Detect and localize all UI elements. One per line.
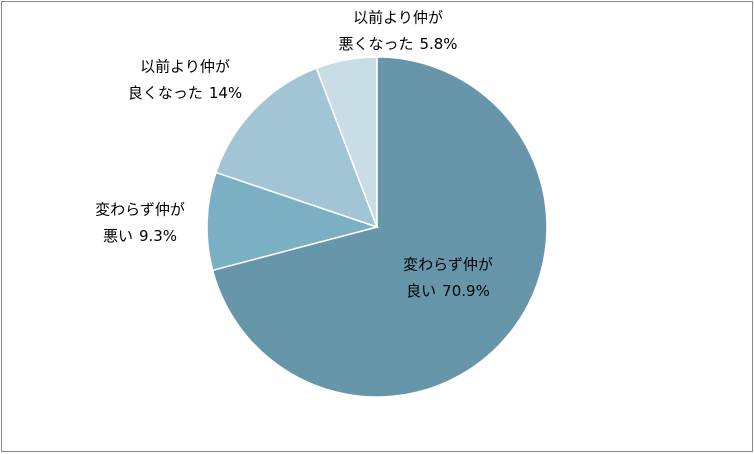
slice-label-category: 良い [406,282,436,300]
slice-label-value: 70.9% [442,282,490,300]
slice-label-value: 9.3% [139,227,177,245]
slice-label-line2: 悪い 9.3% [103,227,177,245]
pie-slice [215,67,379,229]
pie-slice [206,171,380,272]
slice-label-category: 悪くなった [338,35,413,53]
slice-label-line1: 変わらず仲が [95,201,185,219]
slice-label-line1: 以前より仲が [140,58,230,76]
slice-label-line1: 変わらず仲が [403,256,493,274]
slice-label-category: 良くなった [128,84,203,102]
slice-label-line1: 以前より仲が [353,9,443,27]
slice-label-line2: 悪くなった 5.8% [338,35,457,53]
slice-label-value: 14% [209,84,242,102]
pie-slice [315,56,378,228]
slice-label-line2: 良い 70.9% [406,282,490,300]
slice-label-value: 5.8% [419,35,457,53]
slice-label-category: 悪い [103,227,133,245]
pie-slice [211,56,548,398]
slice-label-line2: 良くなった 14% [128,84,242,102]
